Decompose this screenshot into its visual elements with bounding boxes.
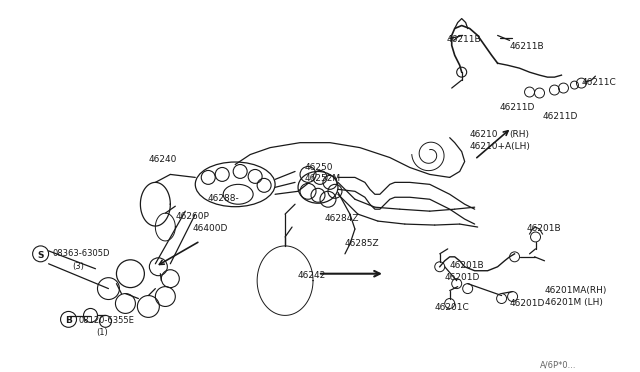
Text: 46201M (LH): 46201M (LH)	[545, 298, 602, 307]
Text: A/6P*0...: A/6P*0...	[540, 360, 576, 369]
Text: 46284Z: 46284Z	[325, 214, 360, 223]
Text: (RH): (RH)	[509, 130, 529, 139]
Text: 46201B: 46201B	[527, 224, 561, 233]
Text: 46201B: 46201B	[450, 261, 484, 270]
Text: 46201D: 46201D	[509, 298, 545, 308]
Text: S: S	[37, 251, 44, 260]
Text: 46285Z: 46285Z	[345, 239, 380, 248]
Text: 46211D: 46211D	[543, 112, 578, 121]
Text: 46211C: 46211C	[581, 78, 616, 87]
Text: B: B	[65, 317, 72, 326]
Text: 46210+A(LH): 46210+A(LH)	[470, 142, 531, 151]
Text: 46201C: 46201C	[435, 304, 470, 312]
Text: 46260P: 46260P	[175, 212, 209, 221]
Text: 46250: 46250	[305, 163, 333, 171]
Text: 46211B: 46211B	[447, 35, 481, 44]
Text: 46201D: 46201D	[445, 273, 480, 282]
Text: 46252M: 46252M	[305, 174, 341, 183]
Text: 46240: 46240	[148, 155, 177, 164]
Text: 46288-: 46288-	[207, 194, 239, 203]
Text: 46210: 46210	[470, 130, 498, 139]
Text: 08120-6355E: 08120-6355E	[79, 317, 134, 326]
Text: 46201MA(RH): 46201MA(RH)	[545, 286, 607, 295]
Text: 46400D: 46400D	[192, 224, 228, 233]
Text: (3): (3)	[72, 262, 84, 271]
Text: (1): (1)	[97, 328, 108, 337]
Text: 46211B: 46211B	[509, 42, 544, 51]
Text: 46242: 46242	[298, 271, 326, 280]
Text: 46211D: 46211D	[500, 103, 535, 112]
Text: 08363-6305D: 08363-6305D	[52, 249, 110, 258]
